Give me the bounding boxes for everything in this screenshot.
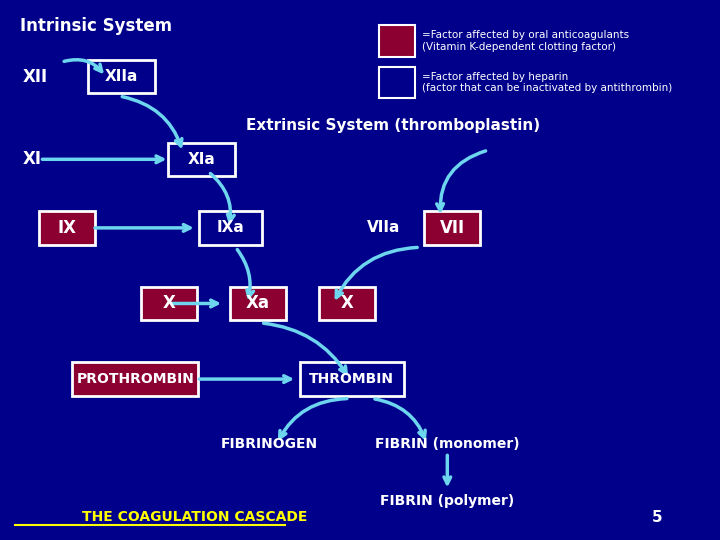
Text: X: X [341,294,354,313]
FancyBboxPatch shape [88,60,155,93]
Text: Xa: Xa [246,294,270,313]
Text: Extrinsic System (thromboplastin): Extrinsic System (thromboplastin) [246,118,540,133]
FancyBboxPatch shape [72,362,199,396]
FancyBboxPatch shape [230,287,286,320]
Text: XIIa: XIIa [105,69,138,84]
Text: X: X [163,294,176,313]
Text: FIBRIN (polymer): FIBRIN (polymer) [380,494,514,508]
Text: FIBRIN (monomer): FIBRIN (monomer) [375,437,520,451]
FancyBboxPatch shape [319,287,375,320]
FancyBboxPatch shape [379,25,415,57]
Text: XII: XII [22,68,48,86]
Text: VIIa: VIIa [367,220,400,235]
FancyBboxPatch shape [39,211,95,245]
FancyBboxPatch shape [168,143,235,176]
Text: =Factor affected by heparin
(factor that can be inactivated by antithrombin): =Factor affected by heparin (factor that… [422,72,672,93]
Text: IX: IX [58,219,76,237]
FancyBboxPatch shape [300,362,404,396]
FancyBboxPatch shape [199,211,262,245]
Text: XIa: XIa [188,152,215,167]
Text: IXa: IXa [217,220,245,235]
Text: THE COAGULATION CASCADE: THE COAGULATION CASCADE [82,510,307,524]
FancyBboxPatch shape [379,67,415,98]
FancyBboxPatch shape [141,287,197,320]
Text: VII: VII [439,219,464,237]
Text: Intrinsic System: Intrinsic System [20,17,173,35]
Text: =Factor affected by oral anticoagulants
(Vitamin K-dependent clotting factor): =Factor affected by oral anticoagulants … [422,30,629,52]
Text: 5: 5 [652,510,662,525]
Text: THROMBIN: THROMBIN [309,372,394,386]
FancyBboxPatch shape [424,211,480,245]
Text: XI: XI [22,150,42,168]
Text: FIBRINOGEN: FIBRINOGEN [221,437,318,451]
Text: PROTHROMBIN: PROTHROMBIN [76,372,194,386]
